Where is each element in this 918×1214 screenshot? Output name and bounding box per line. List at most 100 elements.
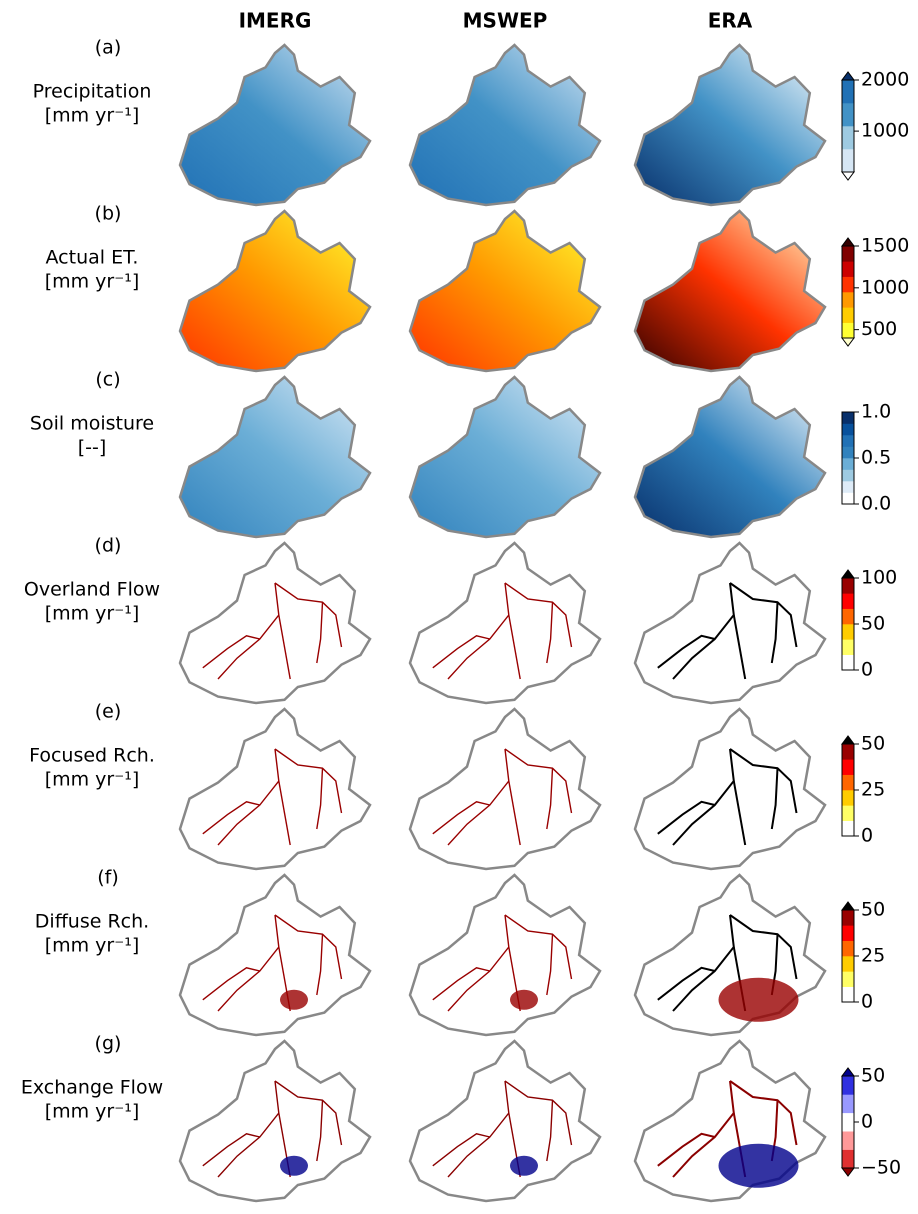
map bbox=[410, 45, 600, 205]
colorbar-band bbox=[842, 80, 854, 103]
colorbar-band bbox=[842, 578, 854, 594]
colorbar-tick-label: 0 bbox=[861, 659, 873, 681]
colorbar-band bbox=[842, 493, 854, 505]
colorbar-band bbox=[842, 323, 854, 339]
map bbox=[635, 211, 825, 371]
row-label: Focused Rch. bbox=[29, 745, 155, 767]
row-label: Precipitation bbox=[33, 81, 152, 103]
colorbar-band bbox=[842, 447, 854, 459]
row-unit: [mm yr⁻¹] bbox=[45, 935, 140, 957]
colorbar-tick-label: 50 bbox=[861, 899, 885, 921]
basin-fill bbox=[635, 377, 825, 537]
row-letter: (a) bbox=[95, 37, 121, 59]
colorbar-tick-label: 1.0 bbox=[861, 401, 891, 423]
colorbar-band bbox=[842, 1076, 854, 1095]
colorbar-band bbox=[842, 639, 854, 655]
row-letter: (f) bbox=[97, 867, 119, 889]
colorbar-tick-label: 0 bbox=[861, 825, 873, 847]
colorbar-band bbox=[842, 821, 854, 837]
colorbar-band bbox=[842, 307, 854, 323]
basin-fill bbox=[410, 377, 600, 537]
colorbar-band bbox=[842, 1094, 854, 1113]
colorbar-band bbox=[842, 458, 854, 470]
row-label: Actual ET. bbox=[46, 247, 139, 269]
colorbar-extend bbox=[842, 902, 854, 910]
colorbar-band bbox=[842, 261, 854, 277]
colorbar-tick-label: 50 bbox=[861, 1065, 885, 1087]
colorbar-tick-label: 25 bbox=[861, 779, 885, 801]
row-label: Diffuse Rch. bbox=[35, 911, 149, 933]
colorbar-band bbox=[842, 987, 854, 1003]
colorbar-tick-label: 2000 bbox=[861, 69, 909, 91]
map bbox=[180, 543, 370, 703]
map bbox=[410, 1041, 600, 1201]
colorbar-extend bbox=[842, 1168, 854, 1176]
row-unit: [mm yr⁻¹] bbox=[45, 1101, 140, 1123]
colorbar-extend bbox=[842, 72, 854, 80]
map bbox=[180, 377, 370, 537]
colorbar-band bbox=[842, 805, 854, 821]
patch bbox=[719, 1144, 799, 1188]
colorbar-band bbox=[842, 759, 854, 775]
colorbar-band bbox=[842, 655, 854, 671]
row-label: Exchange Flow bbox=[21, 1077, 163, 1099]
row-unit: [mm yr⁻¹] bbox=[45, 105, 140, 127]
row-letter: (g) bbox=[95, 1033, 122, 1055]
row-letter: (e) bbox=[95, 701, 122, 723]
map bbox=[180, 45, 370, 205]
row-unit: [mm yr⁻¹] bbox=[45, 769, 140, 791]
map bbox=[410, 709, 600, 869]
colorbar-tick-label: 1000 bbox=[861, 276, 909, 298]
basin-fill bbox=[410, 709, 600, 869]
colorbar-band bbox=[842, 435, 854, 447]
map bbox=[635, 875, 825, 1035]
basin-fill bbox=[180, 45, 370, 205]
basin-fill bbox=[410, 875, 600, 1035]
basin-fill bbox=[635, 709, 825, 869]
basin-fill bbox=[635, 45, 825, 205]
patch bbox=[510, 990, 538, 1010]
colorbar-band bbox=[842, 593, 854, 609]
colorbar-band bbox=[842, 624, 854, 640]
map bbox=[180, 709, 370, 869]
colorbar-extend bbox=[842, 570, 854, 578]
colorbar-band bbox=[842, 1150, 854, 1169]
colorbar-band bbox=[842, 956, 854, 972]
patch bbox=[719, 978, 799, 1022]
colorbar-extend bbox=[842, 338, 854, 346]
colorbar-band bbox=[842, 1131, 854, 1150]
basin-fill bbox=[410, 1041, 600, 1201]
row-letter: (c) bbox=[95, 369, 120, 391]
map bbox=[635, 543, 825, 703]
map bbox=[635, 377, 825, 537]
colorbar-tick-label: 25 bbox=[861, 945, 885, 967]
column-header: ERA bbox=[708, 9, 753, 33]
colorbar-tick-label: 1500 bbox=[861, 235, 909, 257]
map bbox=[180, 875, 370, 1035]
column-header: MSWEP bbox=[463, 9, 548, 33]
colorbar-band bbox=[842, 910, 854, 926]
colorbar-extend bbox=[842, 172, 854, 180]
colorbar-tick-label: 0.0 bbox=[861, 493, 891, 515]
colorbar-band bbox=[842, 292, 854, 308]
colorbar-tick-label: 0.5 bbox=[861, 447, 891, 469]
colorbar-band bbox=[842, 790, 854, 806]
basin-fill bbox=[180, 1041, 370, 1201]
map bbox=[410, 377, 600, 537]
map bbox=[180, 211, 370, 371]
figure: IMERGMSWEPERA(a)Precipitation[mm yr⁻¹]10… bbox=[0, 0, 918, 1214]
colorbar-tick-label: 1000 bbox=[861, 120, 909, 142]
colorbar-tick-label: 0 bbox=[861, 1111, 873, 1133]
basin-fill bbox=[410, 211, 600, 371]
basin-fill bbox=[180, 709, 370, 869]
colorbar-band bbox=[842, 744, 854, 760]
basin-fill bbox=[410, 543, 600, 703]
colorbar-tick-label: −50 bbox=[861, 1157, 901, 1179]
colorbar-band bbox=[842, 775, 854, 791]
row-unit: [--] bbox=[78, 437, 107, 459]
basin-fill bbox=[635, 211, 825, 371]
column-header: IMERG bbox=[239, 9, 312, 33]
colorbar-band bbox=[842, 103, 854, 126]
colorbar-tick-label: 50 bbox=[861, 613, 885, 635]
row-label: Soil moisture bbox=[30, 413, 154, 435]
